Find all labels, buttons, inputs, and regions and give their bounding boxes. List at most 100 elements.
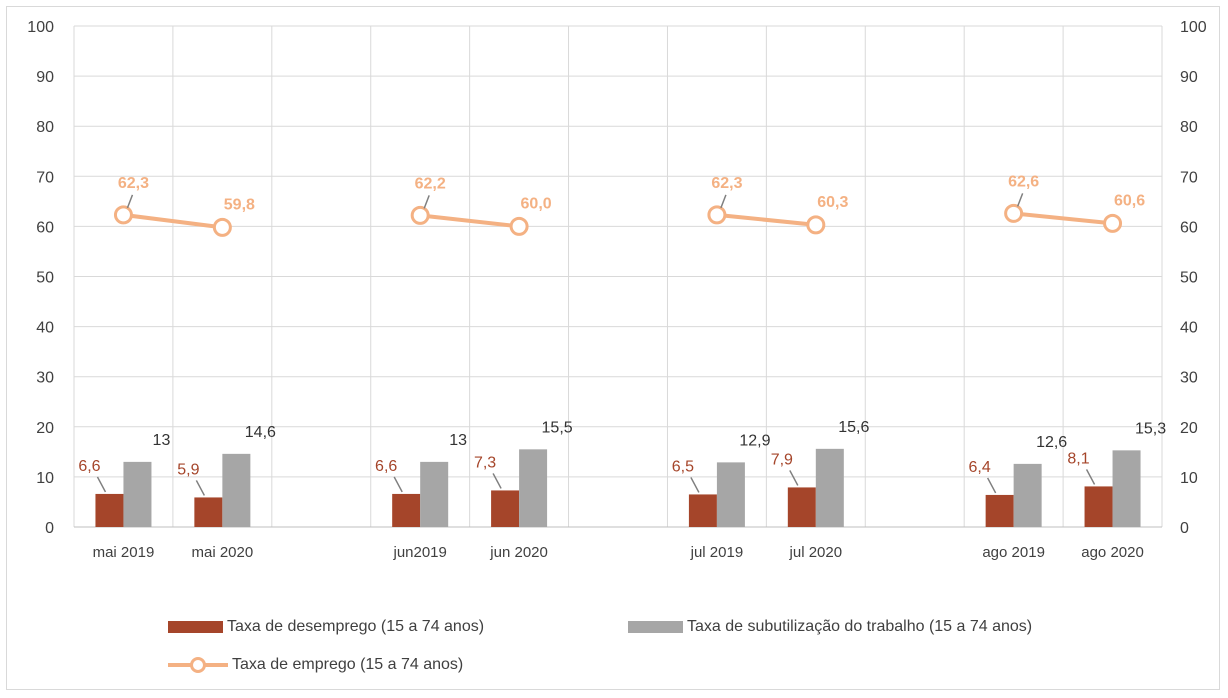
y-tick-label-left: 0 bbox=[45, 520, 54, 537]
bar-desemprego bbox=[1084, 486, 1113, 527]
y-tick-label-left: 30 bbox=[36, 370, 54, 387]
x-tick-label: jun2019 bbox=[392, 544, 446, 561]
bar-desemprego bbox=[491, 490, 520, 527]
y-tick-label-right: 70 bbox=[1180, 169, 1198, 186]
point-emprego bbox=[113, 205, 133, 225]
data-label-desemprego: 6,4 bbox=[969, 459, 991, 476]
data-label-subutilizacao: 12,9 bbox=[739, 432, 770, 449]
leader-line-desemprego bbox=[789, 470, 799, 486]
point-emprego bbox=[509, 216, 529, 236]
y-tick-label-left: 50 bbox=[36, 270, 54, 287]
data-label-desemprego: 7,9 bbox=[771, 451, 793, 468]
y-tick-label-left: 60 bbox=[36, 219, 54, 236]
x-tick-label: jul 2019 bbox=[690, 544, 744, 561]
bar-desemprego bbox=[95, 493, 124, 527]
x-tick-label: ago 2019 bbox=[982, 544, 1045, 561]
legend-swatch-emprego bbox=[168, 657, 228, 673]
leader-line-desemprego bbox=[492, 473, 502, 489]
data-label-emprego: 60,0 bbox=[521, 195, 552, 212]
bar-desemprego bbox=[392, 493, 421, 527]
y-tick-label-right: 50 bbox=[1180, 270, 1198, 287]
series-line-emprego bbox=[121, 212, 225, 230]
bar-desemprego bbox=[787, 487, 816, 527]
legend-swatch-desemprego bbox=[168, 621, 223, 633]
point-emprego bbox=[410, 205, 430, 225]
legend-label-emprego: Taxa de emprego (15 a 74 anos) bbox=[232, 656, 464, 673]
data-label-subutilizacao: 13 bbox=[449, 432, 467, 449]
y-tick-label-right: 40 bbox=[1180, 320, 1198, 337]
data-label-subutilizacao: 15,3 bbox=[1135, 420, 1166, 437]
leader-line-emprego bbox=[1016, 193, 1024, 207]
data-label-emprego: 60,3 bbox=[817, 194, 848, 211]
series-line-emprego bbox=[418, 213, 522, 229]
y-tick-label-left: 20 bbox=[36, 420, 54, 437]
bar-subutilizacao bbox=[716, 462, 745, 527]
data-label-desemprego: 6,6 bbox=[375, 458, 397, 475]
leader-line-desemprego bbox=[96, 476, 107, 493]
bar-subutilizacao bbox=[1013, 463, 1042, 527]
y-tick-label-right: 90 bbox=[1180, 69, 1198, 86]
data-label-subutilizacao: 15,5 bbox=[542, 419, 573, 436]
data-label-subutilizacao: 14,6 bbox=[245, 424, 276, 441]
data-label-emprego: 60,6 bbox=[1114, 192, 1145, 209]
data-label-subutilizacao: 13 bbox=[153, 432, 171, 449]
y-tick-label-right: 0 bbox=[1180, 520, 1189, 537]
leader-line-desemprego bbox=[986, 477, 997, 494]
legend-label-subutilizacao: Taxa de subutilização do trabalho (15 a … bbox=[687, 618, 1033, 635]
y-tick-label-right: 100 bbox=[1180, 19, 1207, 36]
y-tick-label-right: 30 bbox=[1180, 370, 1198, 387]
y-tick-label-left: 70 bbox=[36, 169, 54, 186]
y-tick-label-left: 10 bbox=[36, 470, 54, 487]
point-emprego bbox=[1103, 213, 1123, 233]
data-label-subutilizacao: 15,6 bbox=[838, 419, 869, 436]
bar-desemprego bbox=[985, 494, 1014, 527]
leader-line-desemprego bbox=[690, 477, 700, 493]
leader-line-desemprego bbox=[195, 480, 206, 496]
point-emprego bbox=[707, 205, 727, 225]
y-tick-label-left: 100 bbox=[27, 19, 54, 36]
data-label-emprego: 59,8 bbox=[224, 196, 255, 213]
x-tick-label: ago 2020 bbox=[1081, 544, 1144, 561]
chart-frame bbox=[6, 6, 1220, 690]
x-tick-label: mai 2020 bbox=[192, 544, 254, 561]
leader-line-emprego bbox=[720, 194, 727, 209]
bar-subutilizacao bbox=[519, 449, 548, 527]
x-tick-label: jul 2020 bbox=[789, 544, 843, 561]
legend-item-subutilizacao: Taxa de subutilização do trabalho (15 a … bbox=[628, 618, 1032, 636]
bar-desemprego bbox=[194, 497, 223, 527]
x-tick-label: jun 2020 bbox=[489, 544, 548, 561]
point-emprego bbox=[806, 215, 826, 235]
y-tick-label-left: 80 bbox=[36, 119, 54, 136]
leader-line-desemprego bbox=[393, 476, 403, 493]
series-line-emprego bbox=[714, 212, 818, 227]
legend-item-emprego: Taxa de emprego (15 a 74 anos) bbox=[168, 656, 463, 674]
data-label-desemprego: 6,6 bbox=[78, 458, 100, 475]
series-line-emprego bbox=[1011, 211, 1115, 226]
legend-swatch-subutilizacao bbox=[628, 621, 683, 633]
point-emprego bbox=[212, 217, 232, 237]
legend-label-desemprego: Taxa de desemprego (15 a 74 anos) bbox=[227, 618, 485, 635]
bar-subutilizacao bbox=[815, 448, 844, 527]
chart-plot: 0 0 10 10 20 20 30 30 40 40 50 50 60 60 70 70 80 80 90 90 10… bbox=[27, 19, 1207, 561]
leader-line-emprego bbox=[423, 195, 430, 209]
leader-line-emprego bbox=[126, 194, 134, 209]
bar-subutilizacao bbox=[222, 453, 251, 527]
y-tick-label-right: 20 bbox=[1180, 420, 1198, 437]
data-label-desemprego: 8,1 bbox=[1067, 450, 1089, 467]
data-label-emprego: 62,3 bbox=[711, 175, 742, 192]
y-tick-label-left: 40 bbox=[36, 320, 54, 337]
data-label-desemprego: 7,3 bbox=[474, 454, 496, 471]
data-label-subutilizacao: 12,6 bbox=[1036, 434, 1067, 451]
bar-subutilizacao bbox=[123, 461, 152, 527]
y-tick-label-left: 90 bbox=[36, 69, 54, 86]
bar-subutilizacao bbox=[1112, 450, 1141, 527]
x-tick-label: mai 2019 bbox=[93, 544, 155, 561]
y-tick-label-right: 60 bbox=[1180, 219, 1198, 236]
point-emprego bbox=[1004, 203, 1024, 223]
leader-line-desemprego bbox=[1085, 469, 1096, 485]
bar-desemprego bbox=[688, 494, 717, 527]
bar-subutilizacao bbox=[420, 461, 449, 527]
legend-item-desemprego: Taxa de desemprego (15 a 74 anos) bbox=[168, 618, 484, 636]
y-tick-label-right: 80 bbox=[1180, 119, 1198, 136]
data-label-emprego: 62,6 bbox=[1008, 173, 1039, 190]
